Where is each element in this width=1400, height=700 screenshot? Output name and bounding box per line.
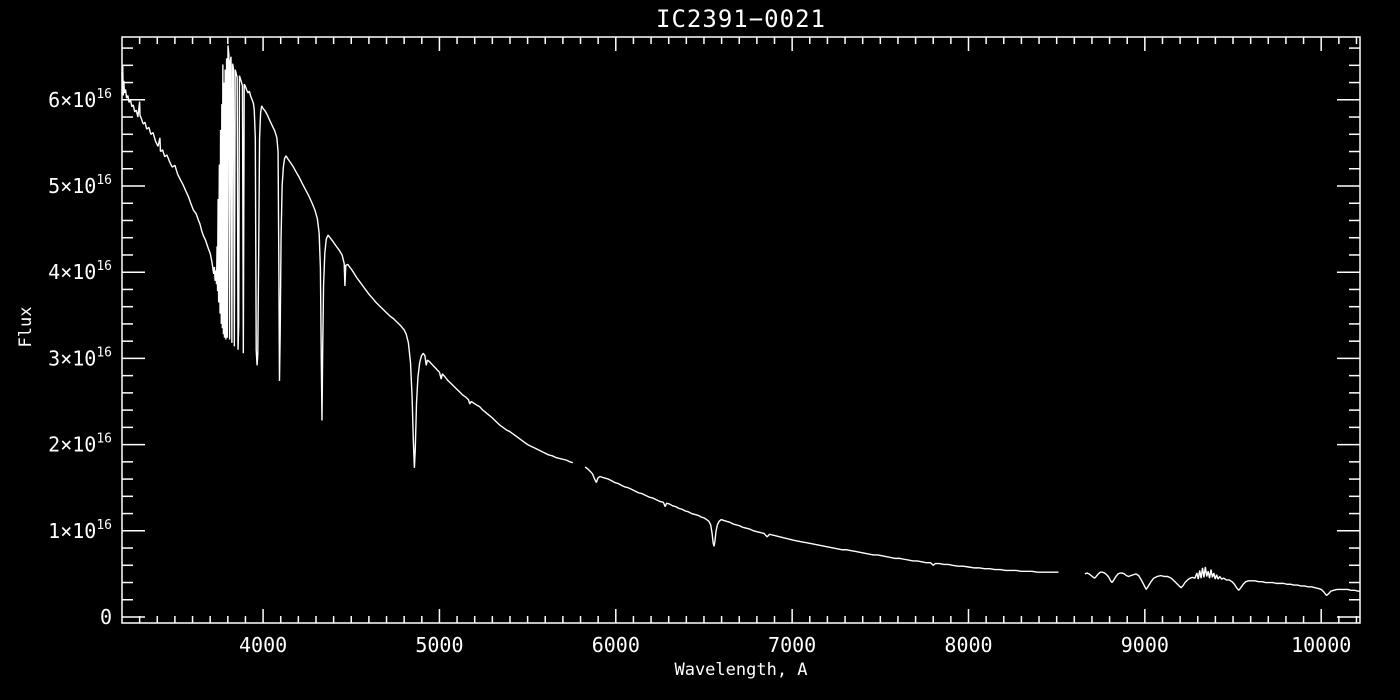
svg-text:6×1016: 6×1016	[48, 87, 112, 112]
plot-title: IC2391−0021	[656, 5, 826, 33]
y-axis-title: Flux	[16, 306, 36, 348]
svg-text:8000: 8000	[944, 633, 992, 657]
svg-text:4×1016: 4×1016	[48, 259, 112, 284]
svg-text:5000: 5000	[415, 633, 463, 657]
x-axis-title: Wavelength, A	[674, 660, 808, 680]
svg-text:9000: 9000	[1121, 633, 1169, 657]
svg-text:4000: 4000	[239, 633, 287, 657]
svg-text:5×1016: 5×1016	[48, 173, 112, 198]
svg-text:7000: 7000	[768, 633, 816, 657]
svg-text:3×1016: 3×1016	[48, 345, 112, 370]
svg-text:0: 0	[100, 605, 112, 629]
svg-text:1×1016: 1×1016	[48, 518, 112, 543]
svg-text:6000: 6000	[592, 633, 640, 657]
svg-text:10000: 10000	[1291, 633, 1351, 657]
svg-text:2×1016: 2×1016	[48, 432, 112, 457]
